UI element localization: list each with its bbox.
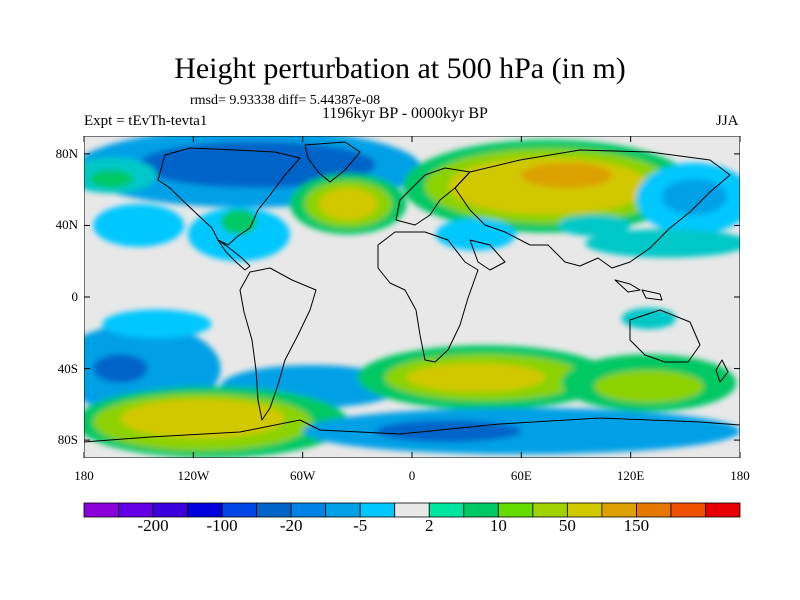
- coastlines: [84, 141, 740, 443]
- contour-fields: [84, 136, 740, 458]
- contour-region: [102, 309, 212, 339]
- contour-region: [621, 307, 677, 330]
- y-tick-label: 0: [71, 289, 79, 304]
- colorbar-swatch: [601, 502, 637, 518]
- colorbar-label: -20: [279, 516, 303, 535]
- contour-region: [319, 187, 378, 221]
- x-tick-label: 120W: [177, 468, 210, 483]
- colorbar-swatch: [325, 502, 361, 518]
- colorbar-label: 10: [489, 516, 507, 535]
- colorbar-swatch: [118, 502, 154, 518]
- colorbar-swatch: [428, 502, 465, 518]
- contour-region: [585, 229, 740, 258]
- contour-region: [120, 398, 285, 439]
- colorbar: [83, 502, 741, 518]
- colorbar-swatch: [497, 502, 534, 518]
- x-tick-label: 60W: [290, 468, 316, 483]
- colorbar-label: 2: [425, 516, 434, 535]
- colorbar-swatch: [532, 502, 568, 518]
- period-text: 1196kyr BP - 0000kyr BP: [322, 105, 488, 122]
- contour-region: [435, 218, 516, 251]
- contour-region: [557, 214, 631, 237]
- contour-region: [138, 141, 376, 188]
- contour-region: [93, 354, 148, 383]
- contour-region: [89, 169, 134, 188]
- colorbar-swatch: [290, 502, 327, 518]
- colorbar-swatch: [359, 502, 396, 518]
- contour-region: [521, 162, 613, 188]
- x-tick-label: 180: [74, 468, 94, 483]
- y-tick-label: 40N: [55, 217, 78, 233]
- colorbar-swatch: [83, 502, 119, 518]
- contour-region: [406, 363, 546, 392]
- colorbar-label: 150: [623, 516, 650, 535]
- x-tick-label: 60E: [510, 468, 532, 483]
- stats-text: rmsd= 9.93338 diff= 5.44387e-08: [190, 93, 381, 108]
- experiment-label: Expt = tEvTh-tevta1: [84, 113, 208, 129]
- season-label: JJA: [716, 113, 739, 129]
- y-tick-label: 80S: [57, 432, 78, 448]
- colorbar-swatch: [394, 502, 430, 518]
- x-tick-label: 180: [730, 468, 750, 483]
- axis-ticks: [83, 136, 741, 458]
- y-tick-label: 80N: [55, 145, 78, 161]
- colorbar-label: 50: [558, 516, 576, 535]
- contour-region: [93, 203, 185, 247]
- colorbar-swatch: [221, 502, 258, 518]
- colorbar-swatch: [463, 502, 499, 518]
- colorbar-label: -100: [206, 516, 238, 535]
- x-tick-label: 120E: [616, 468, 645, 483]
- colorbar-label: -5: [353, 516, 368, 535]
- contour-region: [661, 178, 728, 215]
- colorbar-swatch: [636, 502, 672, 518]
- y-tick-label: 40S: [57, 360, 78, 376]
- colorbar-swatch: [256, 502, 292, 518]
- colorbar-label: -200: [137, 516, 169, 535]
- colorbar-swatch: [670, 502, 706, 518]
- contour-region: [594, 370, 704, 403]
- colorbar-swatch: [705, 502, 741, 518]
- colorbar-swatch: [187, 502, 223, 518]
- contour-region: [220, 209, 258, 235]
- colorbar-swatch: [566, 502, 603, 518]
- x-tick-label: 0: [408, 468, 416, 483]
- figure-title: Height perturbation at 500 hPa (in m): [174, 52, 626, 85]
- colorbar-swatch: [152, 502, 188, 518]
